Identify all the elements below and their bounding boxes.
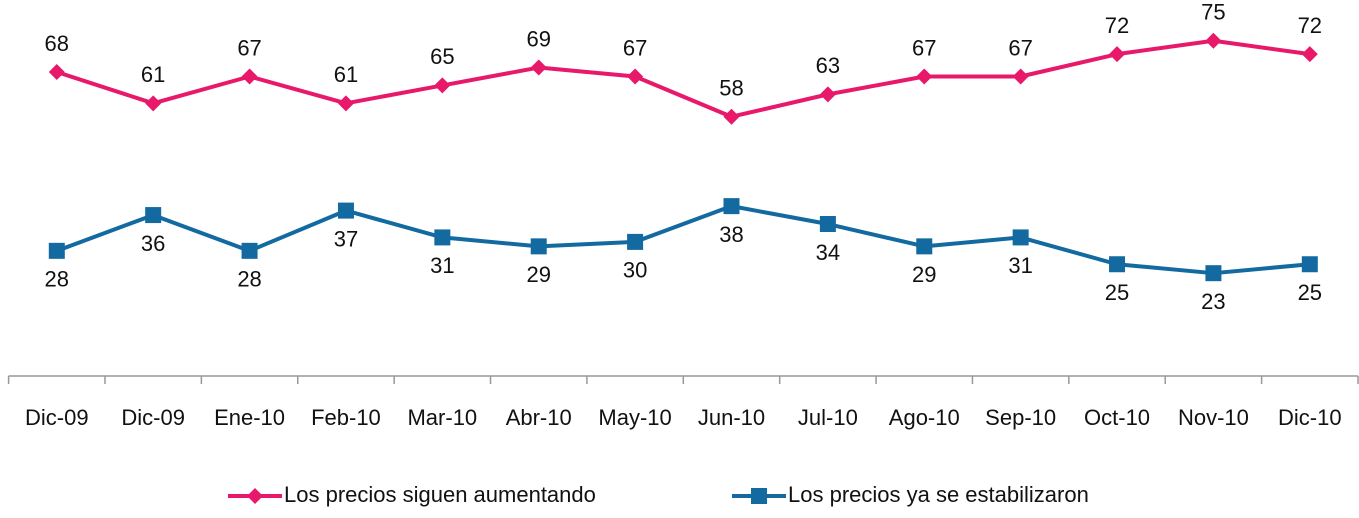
data-label: 28: [45, 267, 69, 292]
data-label: 36: [141, 231, 165, 256]
data-label: 25: [1298, 280, 1322, 305]
x-tick-label: Nov-10: [1178, 405, 1249, 430]
data-label: 63: [816, 53, 840, 78]
data-point: [241, 242, 258, 259]
data-point: [1301, 46, 1318, 63]
data-point: [1301, 256, 1318, 273]
data-point: [1109, 256, 1126, 273]
data-point: [145, 95, 162, 112]
data-point: [916, 238, 933, 255]
data-point: [530, 238, 547, 255]
data-point: [819, 216, 836, 233]
x-tick-label: Ago-10: [889, 405, 960, 430]
data-label: 29: [912, 262, 936, 287]
legend-marker: [751, 488, 767, 504]
data-label: 68: [45, 31, 69, 56]
data-point: [434, 77, 451, 94]
data-label: 69: [526, 26, 550, 51]
data-label: 65: [430, 44, 454, 69]
x-tick-label: May-10: [598, 405, 671, 430]
x-tick-label: Ene-10: [214, 405, 285, 430]
x-tick-label: Jul-10: [798, 405, 858, 430]
data-point: [1109, 46, 1126, 63]
data-point: [48, 242, 65, 259]
data-point: [627, 68, 644, 85]
x-tick-label: Feb-10: [311, 405, 381, 430]
data-label: 72: [1105, 13, 1129, 38]
data-point: [627, 233, 644, 250]
x-tick-label: Abr-10: [506, 405, 572, 430]
data-point: [337, 95, 354, 112]
data-point: [145, 207, 162, 224]
data-label: 31: [430, 253, 454, 278]
data-point: [337, 202, 354, 219]
data-label: 29: [526, 262, 550, 287]
data-label: 67: [1008, 35, 1032, 60]
data-label: 67: [623, 35, 647, 60]
data-label: 30: [623, 258, 647, 283]
series-line: [56, 204, 1310, 276]
data-label: 67: [912, 35, 936, 60]
data-point: [916, 68, 933, 85]
data-label: 61: [141, 62, 165, 87]
data-label: 31: [1008, 253, 1032, 278]
data-label: 28: [237, 267, 261, 292]
data-point: [819, 86, 836, 103]
data-label: 23: [1201, 289, 1225, 314]
data-point: [1205, 265, 1222, 282]
data-point: [1205, 32, 1222, 49]
x-tick-label: Mar-10: [407, 405, 477, 430]
data-point: [723, 198, 740, 215]
data-label: 38: [719, 222, 743, 247]
data-label: 58: [719, 76, 743, 101]
data-point: [434, 229, 451, 246]
x-tick-label: Dic-09: [121, 405, 185, 430]
x-tick-label: Sep-10: [985, 405, 1056, 430]
series-line: [56, 38, 1311, 119]
data-point: [48, 64, 65, 81]
data-label: 61: [334, 62, 358, 87]
data-label: 75: [1201, 0, 1225, 25]
data-point: [723, 108, 740, 125]
data-label: 25: [1105, 280, 1129, 305]
data-label: 67: [237, 35, 261, 60]
data-label: 72: [1298, 13, 1322, 38]
data-point: [1012, 68, 1029, 85]
legend-label: Los precios siguen aumentando: [284, 482, 596, 507]
data-point: [1012, 229, 1029, 246]
x-tick-label: Jun-10: [698, 405, 765, 430]
data-point: [530, 59, 547, 76]
data-label: 37: [334, 226, 358, 251]
x-tick-label: Oct-10: [1084, 405, 1150, 430]
legend-label: Los precios ya se estabilizaron: [788, 482, 1089, 507]
legend-marker: [247, 488, 263, 504]
data-label: 34: [816, 240, 840, 265]
x-tick-label: Dic-10: [1278, 405, 1342, 430]
x-tick-label: Dic-09: [25, 405, 89, 430]
data-point: [241, 68, 258, 85]
